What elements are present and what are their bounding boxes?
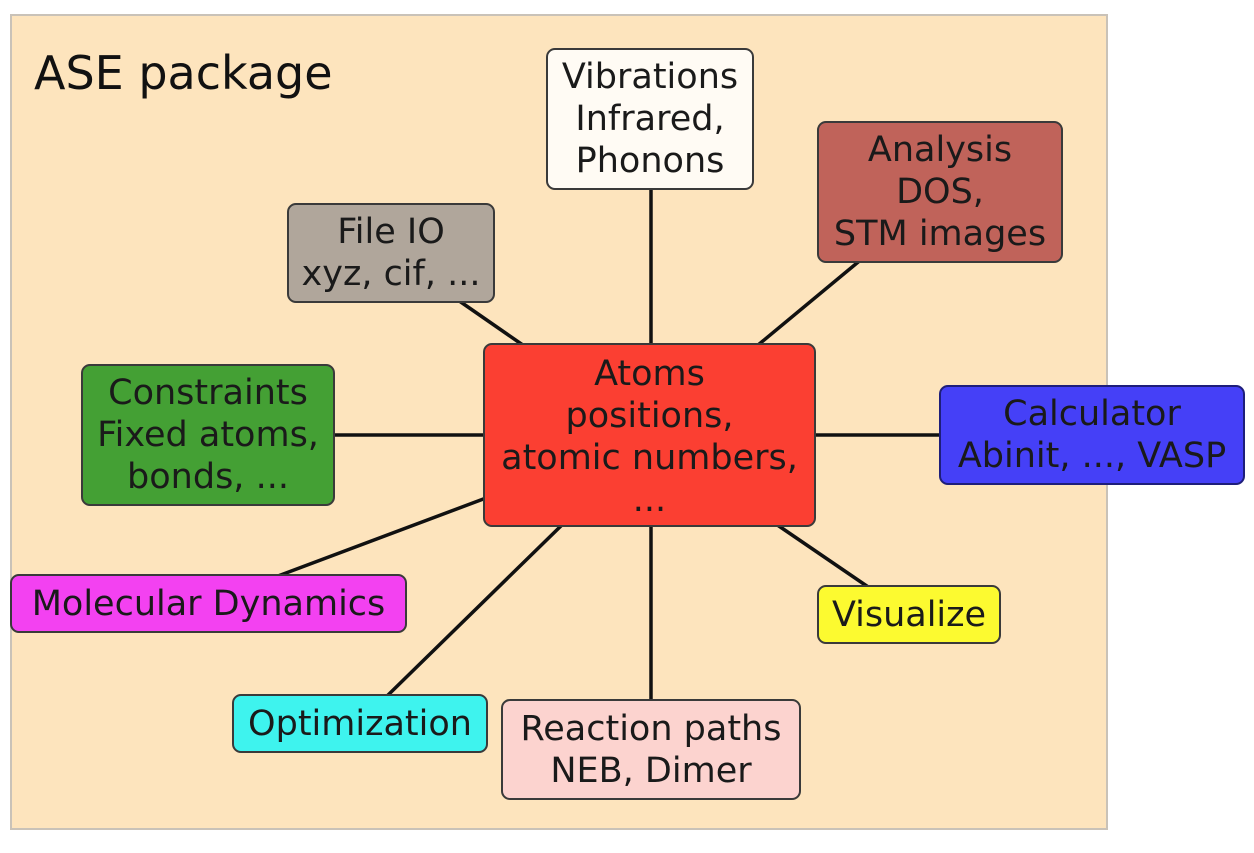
node-file-io-line-2: xyz, cif, ...	[301, 254, 481, 294]
node-atoms-line-3: atomic numbers,	[501, 438, 798, 478]
node-atoms-line-1: Atoms	[594, 354, 705, 394]
diagram-title: ASE package	[34, 46, 333, 100]
node-reaction-paths-line-2: NEB, Dimer	[550, 750, 752, 791]
node-vibrations-line-2: Infrared,	[575, 99, 725, 139]
node-analysis-line-2: DOS,	[896, 172, 984, 212]
node-calculator-line-2: Abinit, ..., VASP	[957, 436, 1227, 476]
node-analysis-line-1: Analysis	[867, 130, 1013, 170]
node-visualize-line-1: Visualize	[831, 594, 987, 635]
node-visualize: Visualize	[817, 585, 1001, 644]
node-analysis-line-3: STM images	[833, 214, 1047, 254]
connector-fileio	[453, 296, 532, 352]
node-calculator: Calculator Abinit, ..., VASP	[939, 385, 1245, 485]
node-atoms: Atoms positions, atomic numbers, ...	[483, 343, 816, 527]
node-vibrations-line-3: Phonons	[575, 141, 725, 181]
node-calculator-line-1: Calculator	[1003, 394, 1181, 434]
node-atoms-line-4: ...	[632, 480, 667, 520]
node-reaction-paths: Reaction paths NEB, Dimer	[501, 699, 801, 800]
node-reaction-paths-line-1: Reaction paths	[520, 708, 782, 749]
node-constraints: Constraints Fixed atoms, bonds, ...	[81, 364, 335, 506]
connector-visualize	[771, 520, 879, 595]
node-file-io-line-1: File IO	[337, 212, 445, 252]
node-atoms-line-2: positions,	[565, 396, 734, 436]
node-optimization: Optimization	[232, 694, 488, 753]
connector-optimization	[383, 520, 567, 700]
node-constraints-line-2: Fixed atoms,	[97, 415, 319, 455]
node-vibrations-line-1: Vibrations	[561, 57, 739, 97]
node-vibrations: Vibrations Infrared, Phonons	[546, 48, 754, 190]
node-file-io: File IO xyz, cif, ...	[287, 203, 495, 303]
node-optimization-line-1: Optimization	[248, 703, 472, 744]
node-molecular-dynamics-line-1: Molecular Dynamics	[31, 583, 386, 624]
node-molecular-dynamics: Molecular Dynamics	[10, 574, 407, 633]
node-constraints-line-1: Constraints	[108, 373, 308, 413]
node-analysis: Analysis DOS, STM images	[817, 121, 1063, 263]
node-constraints-line-3: bonds, ...	[127, 457, 289, 497]
connector-md	[260, 496, 488, 584]
connector-analysis	[750, 256, 865, 352]
